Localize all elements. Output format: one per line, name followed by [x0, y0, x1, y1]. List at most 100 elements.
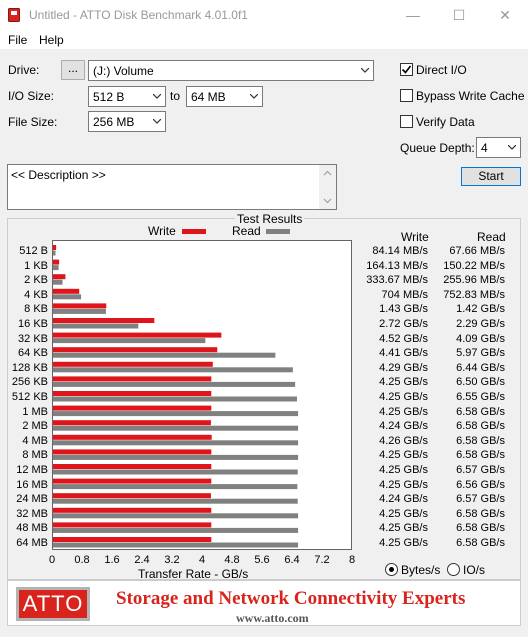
test-results-title: Test Results	[235, 212, 305, 226]
read-value: 2.29 GB/s	[456, 318, 505, 330]
io-size-row-label: 4 KB	[24, 288, 48, 301]
io-size-from-value: 512 B	[93, 90, 125, 104]
read-bar-10	[53, 396, 297, 402]
read-value: 6.58 GB/s	[456, 507, 505, 520]
write-value: 2.72 GB/s	[379, 318, 428, 330]
io-per-sec-radio[interactable]	[447, 563, 460, 576]
io-size-to-select[interactable]: 64 MB	[186, 86, 263, 107]
io-size-row-label: 256 KB	[11, 376, 48, 389]
io-size-row-label: 32 MB	[16, 507, 48, 520]
x-tick-label: 4	[198, 554, 206, 566]
write-bar-15	[53, 464, 212, 469]
drive-select[interactable]: (J:) Volume	[88, 60, 374, 81]
chart-plot-area	[53, 245, 299, 548]
read-bar-8	[53, 367, 293, 373]
write-value: 4.25 GB/s	[379, 449, 428, 462]
read-value: 752.83 MB/s	[443, 288, 505, 301]
transfer-rate-chart	[52, 240, 352, 550]
write-value: 4.26 GB/s	[379, 434, 428, 447]
checkmark-icon	[401, 65, 412, 74]
read-value: 6.58 GB/s	[456, 434, 505, 447]
direct-io-checkbox[interactable]	[400, 63, 413, 76]
menu-help[interactable]: Help	[39, 33, 64, 47]
write-bar-20	[53, 537, 212, 542]
read-bar-12	[53, 425, 299, 431]
read-value: 5.97 GB/s	[456, 347, 505, 360]
read-bar-18	[53, 513, 299, 519]
chevron-down-icon	[153, 119, 161, 124]
write-bar-12	[53, 420, 211, 426]
io-size-row-label: 8 KB	[24, 303, 48, 316]
read-value: 6.50 GB/s	[456, 376, 505, 389]
write-bar-17	[53, 493, 211, 499]
chevron-down-icon	[153, 94, 161, 99]
write-bar-11	[53, 405, 212, 411]
file-size-select[interactable]: 256 MB	[88, 111, 166, 132]
write-bar-14	[53, 449, 212, 455]
read-value: 4.09 GB/s	[456, 332, 505, 345]
menu-bar: File Help	[0, 30, 528, 50]
read-value: 6.44 GB/s	[456, 361, 505, 374]
title-bar[interactable]: Untitled - ATTO Disk Benchmark 4.01.0f1 …	[0, 0, 528, 30]
write-value: 333.67 MB/s	[366, 274, 428, 287]
write-value: 4.25 GB/s	[379, 376, 428, 389]
start-button[interactable]: Start	[461, 167, 521, 186]
description-text: << Description >>	[11, 168, 106, 182]
io-per-sec-label: IO/s	[463, 563, 486, 577]
write-value: 4.25 GB/s	[379, 478, 428, 491]
write-value: 704 MB/s	[381, 288, 428, 301]
read-bar-16	[53, 484, 298, 490]
x-tick-label: 6.4	[284, 554, 300, 566]
x-tick-label: 7.2	[314, 554, 330, 566]
radio-selected-dot	[389, 567, 394, 572]
bytes-per-sec-radio[interactable]	[385, 563, 398, 576]
legend-write-label: Write	[148, 224, 176, 238]
file-size-label: File Size:	[8, 115, 58, 129]
menu-file[interactable]: File	[8, 33, 28, 47]
scroll-down-icon	[323, 198, 332, 204]
close-button[interactable]: ✕	[499, 6, 511, 23]
x-tick-label: 4.8	[224, 554, 240, 566]
write-bar-4	[53, 303, 107, 309]
write-bar-8	[53, 361, 213, 367]
write-bar-1	[53, 259, 60, 265]
verify-data-checkbox[interactable]	[400, 115, 413, 128]
maximize-button[interactable]: ☐	[452, 6, 466, 23]
x-tick-label: 0	[48, 554, 56, 566]
read-value: 6.58 GB/s	[456, 449, 505, 462]
write-value: 164.13 MB/s	[366, 259, 428, 272]
write-bar-19	[53, 522, 212, 528]
queue-depth-select[interactable]: 4	[476, 137, 521, 158]
minimize-button[interactable]: —	[406, 7, 420, 23]
io-size-from-select[interactable]: 512 B	[88, 86, 166, 107]
write-value: 4.24 GB/s	[379, 493, 428, 506]
write-value: 4.25 GB/s	[379, 522, 428, 535]
browse-drive-button[interactable]: ...	[61, 60, 85, 80]
write-value: 4.52 GB/s	[379, 332, 428, 345]
io-size-row-label: 16 KB	[18, 318, 48, 330]
disk-app-icon	[8, 8, 20, 22]
write-bar-3	[53, 288, 80, 294]
drive-label: Drive:	[8, 63, 40, 77]
description-scrollbar[interactable]	[319, 165, 336, 209]
io-size-row-label: 1 MB	[22, 405, 48, 418]
read-bar-19	[53, 527, 299, 533]
banner-url[interactable]: www.atto.com	[236, 611, 309, 625]
description-textarea[interactable]: << Description >>	[7, 164, 337, 210]
x-axis-label: Transfer Rate - GB/s	[138, 567, 249, 581]
io-size-row-label: 1 KB	[24, 259, 48, 272]
io-size-row-label: 64 KB	[18, 347, 48, 360]
write-value: 4.25 GB/s	[379, 507, 428, 520]
read-value: 6.58 GB/s	[456, 420, 505, 433]
bytes-per-sec-label: Bytes/s	[401, 563, 441, 577]
write-bar-7	[53, 347, 218, 353]
write-value: 4.25 GB/s	[379, 391, 428, 403]
bypass-write-cache-checkbox[interactable]	[400, 89, 413, 102]
chevron-down-icon	[508, 145, 516, 150]
legend-read-label: Read	[232, 224, 261, 238]
write-value: 4.24 GB/s	[379, 420, 428, 433]
read-value: 67.66 MB/s	[449, 245, 505, 257]
io-size-to-value: 64 MB	[191, 90, 226, 104]
atto-banner[interactable]: ATTO Storage and Network Connectivity Ex…	[7, 580, 521, 626]
read-value: 6.58 GB/s	[456, 537, 505, 549]
